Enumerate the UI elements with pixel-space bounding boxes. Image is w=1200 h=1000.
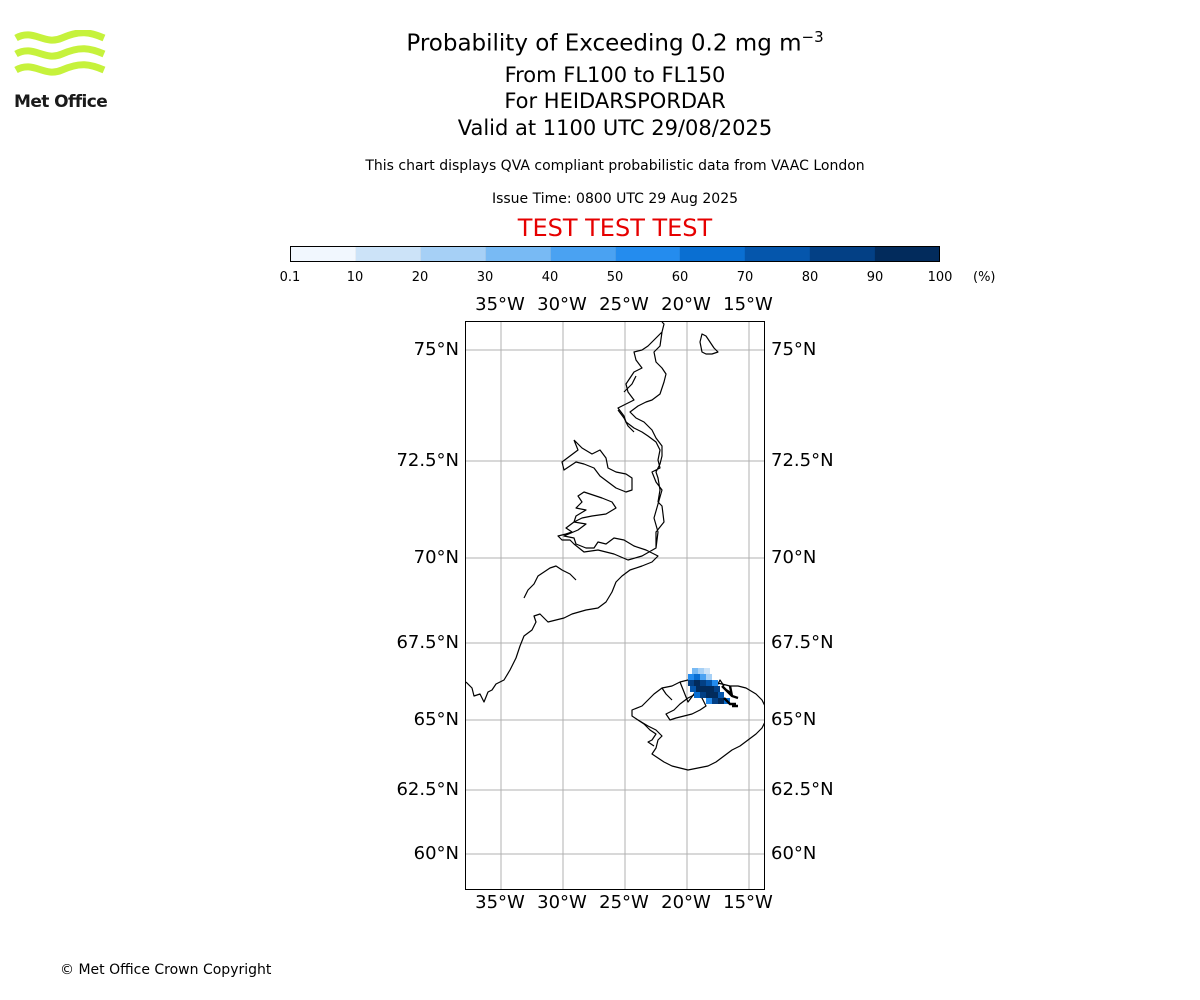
lon-tick-label: 30°W [537,892,587,913]
colorbar-unit: (%) [973,270,996,285]
lon-tick-label: 35°W [475,892,525,913]
lat-tick-label: 62.5°N [771,779,834,800]
probability-cell [694,692,700,698]
coastlines [466,322,764,771]
probability-cell [688,674,694,680]
ash-probability-plume [688,668,730,704]
colorbar-segment [875,247,940,261]
gridlines [466,322,764,889]
probability-cell [708,686,714,692]
chart-title-main: Probability of Exceeding 0.2 mg m [406,30,802,57]
copyright-notice: © Met Office Crown Copyright [60,962,272,978]
colorbar-tick-label: 80 [801,270,819,285]
probability-cell [690,686,696,692]
colorbar-tick-label: 50 [606,270,624,285]
flight-levels: From FL100 to FL150 [504,63,726,87]
lat-tick-label: 67.5°N [396,632,459,653]
colorbar-segment [485,247,551,261]
location-title: For HEIDARSPORDAR [504,89,726,113]
colorbar-tick-label: 30 [476,270,494,285]
lon-tick-label: 25°W [599,294,649,315]
probability-cell [700,692,706,698]
probability-cell [692,668,698,674]
greenland-small-island [699,333,719,355]
lat-tick-label: 60°N [413,843,459,864]
probability-cell [712,698,718,704]
colorbar-tick-label: 0.1 [279,270,301,285]
colorbar-tick-label: 90 [866,270,884,285]
probability-cell [706,698,712,704]
colorbar-segment [420,247,486,261]
greenland-coastline [466,322,667,703]
iceland-fjords [637,677,725,747]
colorbar-segment [291,247,356,261]
probability-cell [706,692,712,698]
lat-tick-label: 60°N [771,843,817,864]
met-office-logo: Met Office [14,29,108,112]
lat-tick-label: 75°N [413,339,459,360]
lat-tick-label: 65°N [771,709,817,730]
lat-tick-label: 65°N [413,709,459,730]
probability-cell [702,686,708,692]
probability-cell [696,686,702,692]
lon-tick-label: 30°W [537,294,587,315]
map-svg [466,322,764,889]
chart-title: Probability of Exceeding 0.2 mg m−3 [0,28,1200,57]
probability-cell [700,680,706,686]
colorbar-segment [355,247,421,261]
lat-tick-label: 72.5°N [396,450,459,471]
colorbar-tick-label: 70 [736,270,754,285]
colorbar-segment [745,247,811,261]
lat-tick-label: 62.5°N [396,779,459,800]
chart-description: This chart displays QVA compliant probab… [365,158,865,174]
test-banner: TEST TEST TEST [517,214,713,242]
met-office-wave-icon [14,29,106,76]
chart-title-superscript: −3 [801,28,824,46]
lat-tick-label: 75°N [771,339,817,360]
lon-tick-label: 15°W [723,892,773,913]
colorbar-tick-label: 20 [411,270,429,285]
lat-tick-label: 70°N [413,547,459,568]
colorbar-tick-label: 100 [927,270,953,285]
probability-cell [712,692,718,698]
probability-cell [694,674,700,680]
colorbar-tick-label: 40 [541,270,559,285]
map-panel[interactable] [465,321,765,890]
lon-tick-label: 20°W [661,294,711,315]
valid-time: Valid at 1100 UTC 29/08/2025 [457,116,773,140]
greenland-inlet [523,375,637,599]
issue-time: Issue Time: 0800 UTC 29 Aug 2025 [491,191,739,207]
lon-tick-label: 35°W [475,294,525,315]
lon-tick-label: 20°W [661,892,711,913]
probability-cell [704,668,710,674]
probability-cell [694,680,700,686]
iceland-coastline [631,677,764,771]
colorbar-segment [680,247,746,261]
colorbar-segment [550,247,616,261]
colorbar [290,246,940,262]
colorbar-segment [810,247,876,261]
probability-cell [706,680,712,686]
lat-tick-label: 70°N [771,547,817,568]
lat-tick-label: 67.5°N [771,632,834,653]
probability-cell [706,674,712,680]
colorbar-segment [615,247,681,261]
colorbar-tick-label: 10 [346,270,364,285]
lat-tick-label: 72.5°N [771,450,834,471]
probability-cell [718,698,724,704]
probability-cell [714,686,720,692]
probability-cell [688,680,694,686]
colorbar-tick-label: 60 [671,270,689,285]
lon-tick-label: 15°W [723,294,773,315]
probability-cell [698,668,704,674]
probability-cell [700,674,706,680]
probability-cell [712,680,718,686]
probability-cell [718,692,724,698]
logo-text: Met Office [14,92,108,112]
lon-tick-label: 25°W [599,892,649,913]
volcano-outline [721,685,739,708]
